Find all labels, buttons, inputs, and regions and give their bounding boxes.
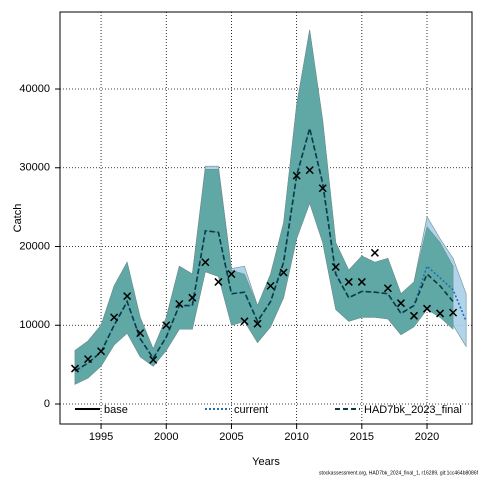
legend-label: current — [234, 404, 268, 416]
legend-label: HAD7bk_2023_final — [364, 404, 462, 416]
confidence-band — [74, 29, 454, 385]
observation — [383, 284, 392, 293]
observation — [331, 262, 340, 272]
observation — [240, 317, 249, 326]
x-tick-label: 1995 — [89, 431, 113, 443]
observation — [188, 293, 197, 302]
y-tick-label: 10000 — [19, 319, 50, 331]
observation — [370, 248, 379, 257]
x-tick-label: 2000 — [154, 431, 178, 443]
legend-label: base — [104, 404, 128, 416]
observation — [136, 329, 145, 338]
observation — [344, 277, 353, 286]
observation — [266, 281, 275, 290]
observation — [253, 319, 262, 328]
y-tick-label: 20000 — [19, 240, 50, 252]
observation — [279, 268, 288, 277]
y-tick-label: 40000 — [19, 83, 50, 95]
observation — [436, 309, 445, 318]
observation — [214, 277, 223, 286]
observation — [422, 304, 432, 313]
plot-frame — [59, 11, 473, 425]
y-axis-label: Catch — [12, 204, 24, 233]
x-axis-label: Years — [252, 456, 280, 468]
observation — [123, 292, 132, 301]
x-tick-label: 2005 — [219, 431, 243, 443]
observation — [227, 270, 236, 279]
observation — [318, 184, 327, 193]
estimate-line — [74, 128, 454, 372]
x-tick-label: 2015 — [350, 431, 374, 443]
observation — [97, 347, 106, 356]
observation — [84, 355, 93, 364]
observation — [292, 171, 301, 180]
y-tick-label: 0 — [44, 398, 50, 410]
observation — [70, 364, 80, 373]
observation — [449, 308, 458, 317]
observation — [305, 166, 314, 175]
observation — [409, 311, 419, 320]
x-tick-label: 2010 — [284, 431, 308, 443]
observation — [357, 277, 366, 286]
observation — [149, 355, 158, 364]
y-tick-label: 30000 — [19, 162, 50, 174]
observation — [201, 258, 210, 267]
observation — [396, 299, 405, 308]
observation — [110, 313, 119, 322]
observation — [175, 299, 184, 309]
observation — [162, 321, 171, 330]
x-tick-label: 2020 — [415, 431, 439, 443]
footer: stockassessment.org, HAD7bk_2024_final_1… — [319, 470, 479, 476]
